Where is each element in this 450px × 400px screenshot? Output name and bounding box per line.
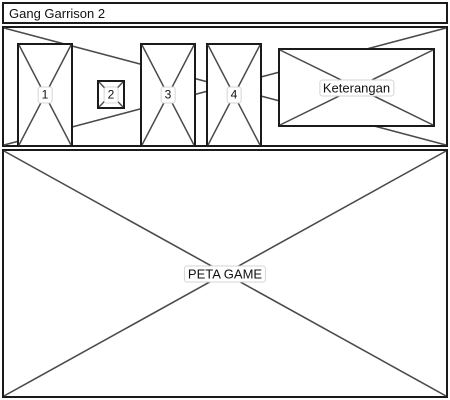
slot-3-label: 3 — [160, 86, 176, 104]
slot-2-label: 2 — [103, 86, 119, 103]
info-panel-label: Keterangan — [318, 79, 395, 96]
window-title: Gang Garrison 2 — [9, 6, 106, 21]
game-map-label: PETA GAME — [183, 265, 267, 282]
title-bar: Gang Garrison 2 — [2, 2, 448, 24]
top-panel: 1 2 3 4 Keterangan — [2, 26, 448, 147]
slot-3[interactable]: 3 — [140, 43, 196, 147]
info-panel: Keterangan — [278, 48, 435, 127]
slot-1[interactable]: 1 — [17, 43, 73, 147]
slot-1-label: 1 — [37, 86, 53, 104]
game-map-panel[interactable]: PETA GAME — [2, 149, 448, 398]
slot-4-label: 4 — [226, 86, 242, 104]
slot-2[interactable]: 2 — [97, 80, 125, 109]
slot-4[interactable]: 4 — [206, 43, 262, 147]
